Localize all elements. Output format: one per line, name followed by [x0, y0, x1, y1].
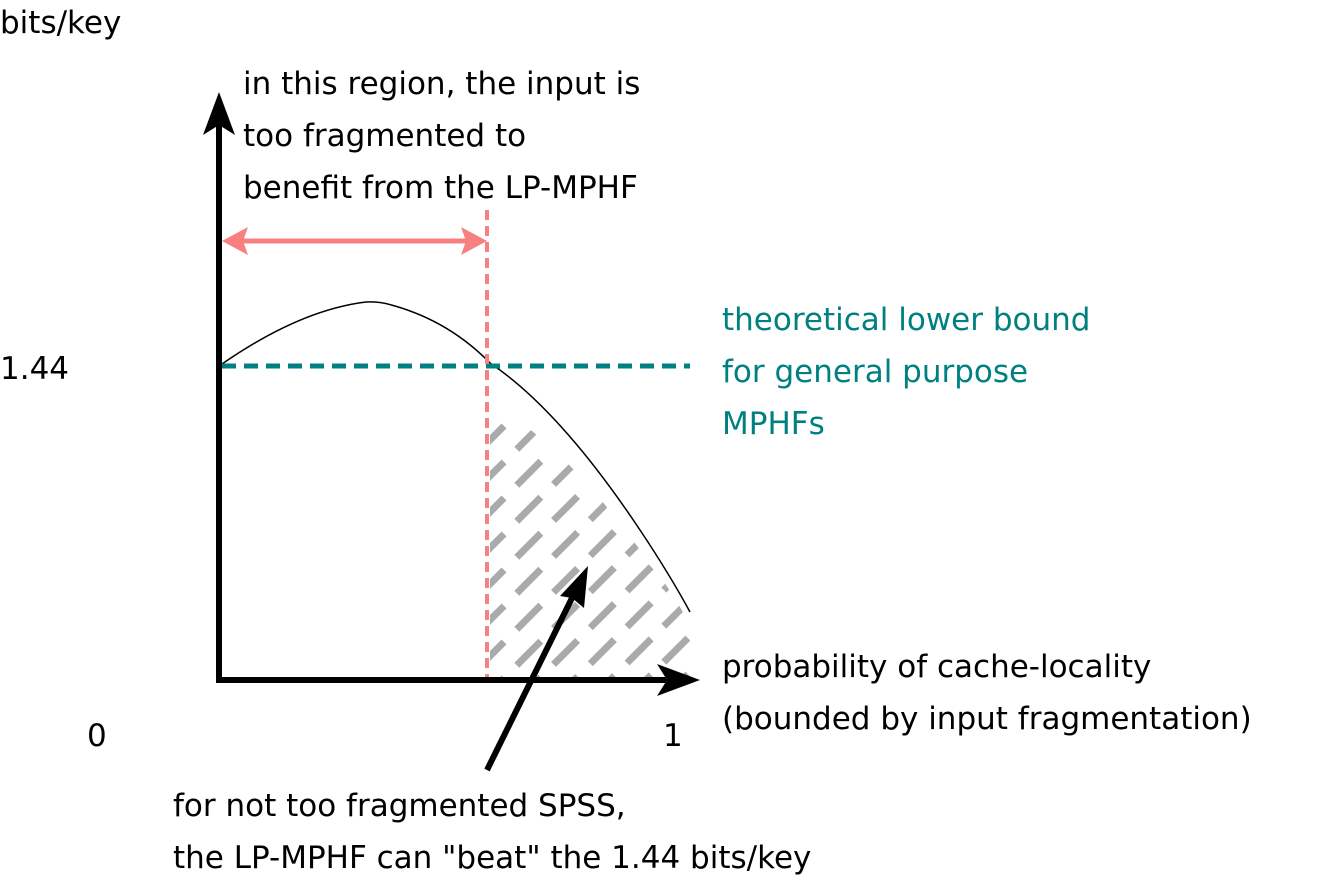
- x-axis-label-line: (bounded by input fragmentation): [722, 701, 1252, 737]
- origin-tick-0: 0: [87, 718, 107, 754]
- x-axis-label: probability of cache-locality (bounded b…: [722, 641, 1252, 745]
- hatch-stroke: [490, 495, 690, 678]
- beat-note-line: the LP-MPHF can "beat" the 1.44 bits/key: [173, 840, 812, 876]
- hatch-stroke: [490, 423, 690, 669]
- fragmented-region-note-line: too fragmented to: [243, 118, 527, 154]
- lower-bound-note-line: MPHFs: [722, 406, 825, 442]
- beat-note-arrow: [484, 566, 588, 772]
- hatch-stroke: [490, 603, 690, 678]
- hatch-stroke: [490, 403, 690, 561]
- fragmented-region-note-line: in this region, the input is: [243, 66, 641, 102]
- hatch-stroke: [490, 403, 690, 453]
- hatch-stroke: [490, 403, 690, 525]
- x-tick-1: 1: [663, 718, 683, 754]
- hatch-stroke: [490, 459, 690, 678]
- fragmented-region-arrow: [222, 227, 487, 255]
- y-tick-1-44: 1.44: [0, 351, 70, 387]
- hatch-stroke: [490, 403, 690, 633]
- beat-note: for not too fragmented SPSS, the LP-MPHF…: [173, 780, 811, 884]
- y-axis: [203, 92, 235, 682]
- beat-note-line: for not too fragmented SPSS,: [173, 788, 626, 824]
- fragmented-region-note: in this region, the input is too fragmen…: [243, 58, 640, 214]
- lower-bound-note-line: theoretical lower bound: [722, 302, 1091, 338]
- x-axis: [216, 664, 700, 696]
- hatch-stroke: [490, 531, 690, 678]
- lower-bound-note-line: for general purpose: [722, 354, 1029, 390]
- hatch-stroke: [490, 403, 690, 489]
- x-axis-label-line: probability of cache-locality: [722, 649, 1152, 685]
- fragmented-region-note-line: benefit from the LP-MPHF: [243, 170, 638, 206]
- bits-per-key-curve: [221, 301, 691, 613]
- y-axis-unit-label: bits/key: [0, 5, 122, 41]
- hatch-stroke: [490, 567, 690, 678]
- lower-bound-note: theoretical lower bound for general purp…: [722, 294, 1090, 450]
